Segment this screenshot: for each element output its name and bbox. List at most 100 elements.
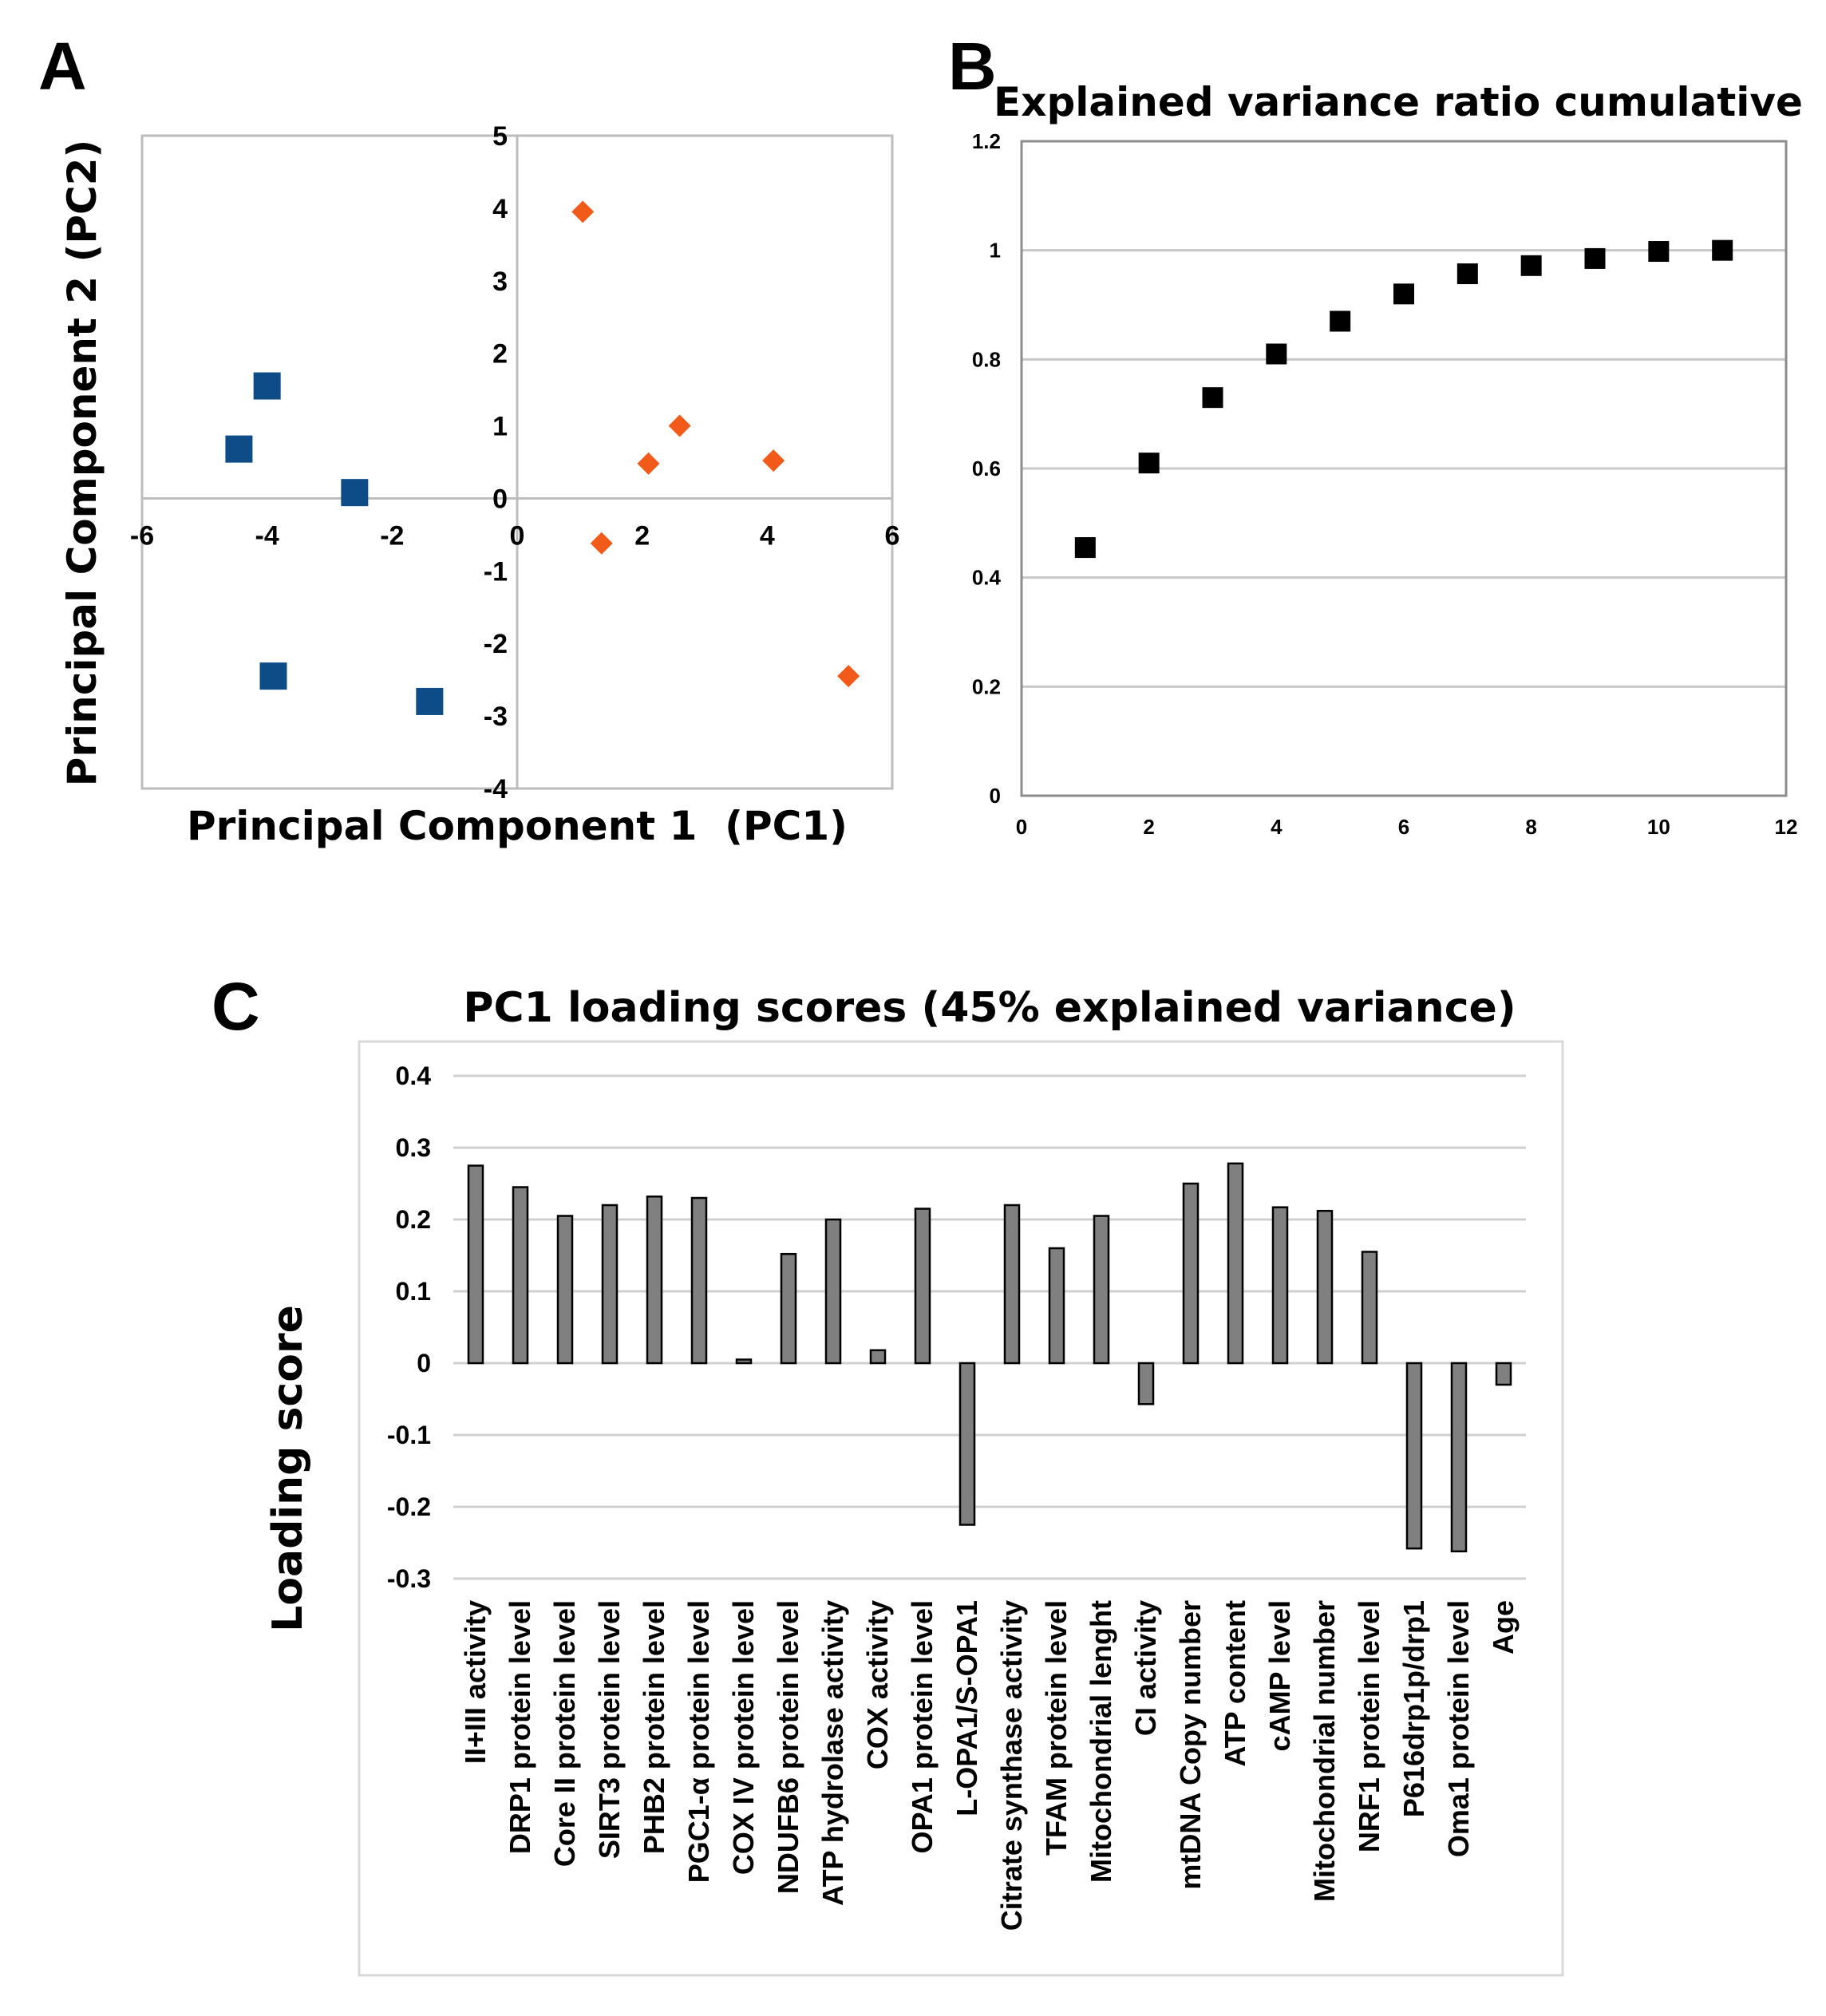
bar [914, 1208, 931, 1365]
y-tick-label-c: -0.1 [387, 1421, 431, 1449]
bar [869, 1349, 887, 1365]
y-tick-label-c: -0.2 [387, 1492, 431, 1521]
loading-score-chart: PC1 loading scores (45% explained varian… [264, 984, 1564, 1977]
category-label: Mitochondrial number [1308, 1600, 1341, 1902]
x-tick-label-a: -4 [255, 520, 279, 551]
y-tick-label-a: 4 [492, 194, 508, 224]
x-tick-label-a: 4 [760, 520, 775, 551]
category-label: TFAM protein level [1040, 1600, 1073, 1856]
category-label: Core II protein level [548, 1600, 581, 1867]
y-tick-label-a: -4 [484, 774, 508, 804]
category-label: L-OPA1/S-OPA1 [951, 1600, 983, 1816]
panel-label-b: B [948, 29, 997, 104]
scatter-point-cumulative [1330, 310, 1351, 332]
category-label: Oma1 protein level [1442, 1600, 1475, 1857]
bar [646, 1195, 663, 1365]
y-tick-label-c: 0 [417, 1349, 431, 1378]
x-tick-label-b: 6 [1398, 815, 1409, 839]
x-tick-label-a: -6 [130, 520, 154, 551]
bar [1495, 1362, 1512, 1386]
bar [780, 1252, 797, 1365]
scatter-point-cumulative [1138, 453, 1160, 474]
bar [1361, 1251, 1378, 1365]
category-label: DRP1 protein level [504, 1600, 536, 1854]
y-tick-label-a: -2 [484, 629, 508, 659]
bar [824, 1218, 842, 1365]
chart-frame-c [358, 1040, 1564, 1977]
bar [735, 1358, 753, 1365]
scatter-point-cumulative [1520, 255, 1542, 276]
y-tick-label-b: 0.2 [972, 674, 1001, 698]
scatter-point-group2 [637, 452, 660, 475]
panel-label-a: A [38, 29, 87, 104]
x-tick-label-b: 2 [1143, 815, 1154, 839]
category-label: CI activity [1129, 1600, 1162, 1736]
x-tick-label-a: 2 [634, 520, 650, 551]
y-tick-label-b: 0 [990, 784, 1001, 808]
scatter-point-cumulative [1266, 343, 1287, 365]
x-tick-label-a: -2 [380, 520, 404, 551]
category-label: OPA1 protein level [906, 1600, 939, 1853]
variance-ratio-chart: Explained variance ratio cumulative 0 2 4 6… [972, 79, 1803, 839]
scatter-point-group1 [225, 435, 253, 463]
chart-title-b: Explained variance ratio cumulative [994, 79, 1803, 125]
bar [601, 1204, 619, 1365]
y-tick-label-c: 0.2 [396, 1205, 431, 1234]
bar [958, 1362, 976, 1526]
category-label: PGC1-α protein level [682, 1600, 715, 1883]
scatter-point-cumulative [1202, 387, 1223, 409]
x-tick-label-b: 12 [1775, 815, 1798, 839]
y-tick-label-b: 1 [990, 239, 1001, 263]
y-tick-label-b: 0.6 [972, 457, 1001, 480]
category-label: ATP hydrolase activity [816, 1600, 849, 1906]
bar [556, 1215, 574, 1365]
category-label: cAMP level [1263, 1600, 1296, 1751]
x-tick-label-b: 0 [1016, 815, 1027, 839]
scatter-point-group1 [253, 372, 281, 400]
y-tick-label-c: 0.4 [396, 1061, 432, 1090]
category-label: NRF1 protein level [1353, 1600, 1385, 1852]
x-tick-label-b: 10 [1647, 815, 1670, 839]
scatter-point-group1 [341, 479, 369, 507]
category-label: COX IV protein level [727, 1600, 760, 1875]
y-tick-label-b: 0.4 [972, 566, 1002, 590]
y-tick-label-c: 0.1 [396, 1277, 431, 1306]
scatter-point-group2 [668, 414, 691, 437]
category-label: COX activity [861, 1600, 894, 1769]
bar [512, 1186, 529, 1365]
bar [1227, 1162, 1244, 1365]
bar [1316, 1209, 1334, 1365]
bar [1450, 1362, 1468, 1553]
y-tick-label-b: 1.2 [972, 129, 1001, 153]
y-tick-label-b: 0.8 [972, 347, 1001, 371]
category-label: Age [1487, 1600, 1520, 1654]
y-tick-label-a: 0 [492, 484, 508, 514]
category-label: ATP content [1219, 1600, 1251, 1767]
scatter-point-group1 [416, 687, 444, 715]
bar [1048, 1247, 1065, 1365]
scatter-point-cumulative [1074, 537, 1096, 559]
bar [690, 1196, 708, 1365]
bar [467, 1164, 484, 1365]
category-label: Mitochondrial lenght [1085, 1600, 1117, 1883]
y-tick-label-a: 5 [492, 121, 508, 152]
y-tick-label-c: -0.3 [387, 1564, 431, 1593]
y-axis-label-c: Loading score [264, 1305, 312, 1632]
scatter-point-cumulative [1712, 239, 1733, 261]
bar [1003, 1204, 1021, 1365]
y-tick-label-a: 1 [492, 412, 508, 442]
chart-title-c: PC1 loading scores (45% explained varian… [463, 984, 1516, 1032]
x-tick-label-a: 0 [510, 520, 525, 551]
category-label: P616drp1p/drp1 [1397, 1600, 1430, 1817]
y-tick-label-a: 2 [492, 339, 508, 370]
category-label: II+III activity [459, 1600, 492, 1764]
scatter-point-cumulative [1648, 241, 1670, 263]
scatter-point-group2 [590, 532, 613, 555]
plot-frame-b [1020, 140, 1788, 797]
y-tick-label-a: -1 [484, 556, 508, 587]
bar [1137, 1362, 1155, 1405]
bar [1182, 1182, 1200, 1365]
x-tick-label-b: 8 [1525, 815, 1536, 839]
bar [1271, 1206, 1289, 1365]
